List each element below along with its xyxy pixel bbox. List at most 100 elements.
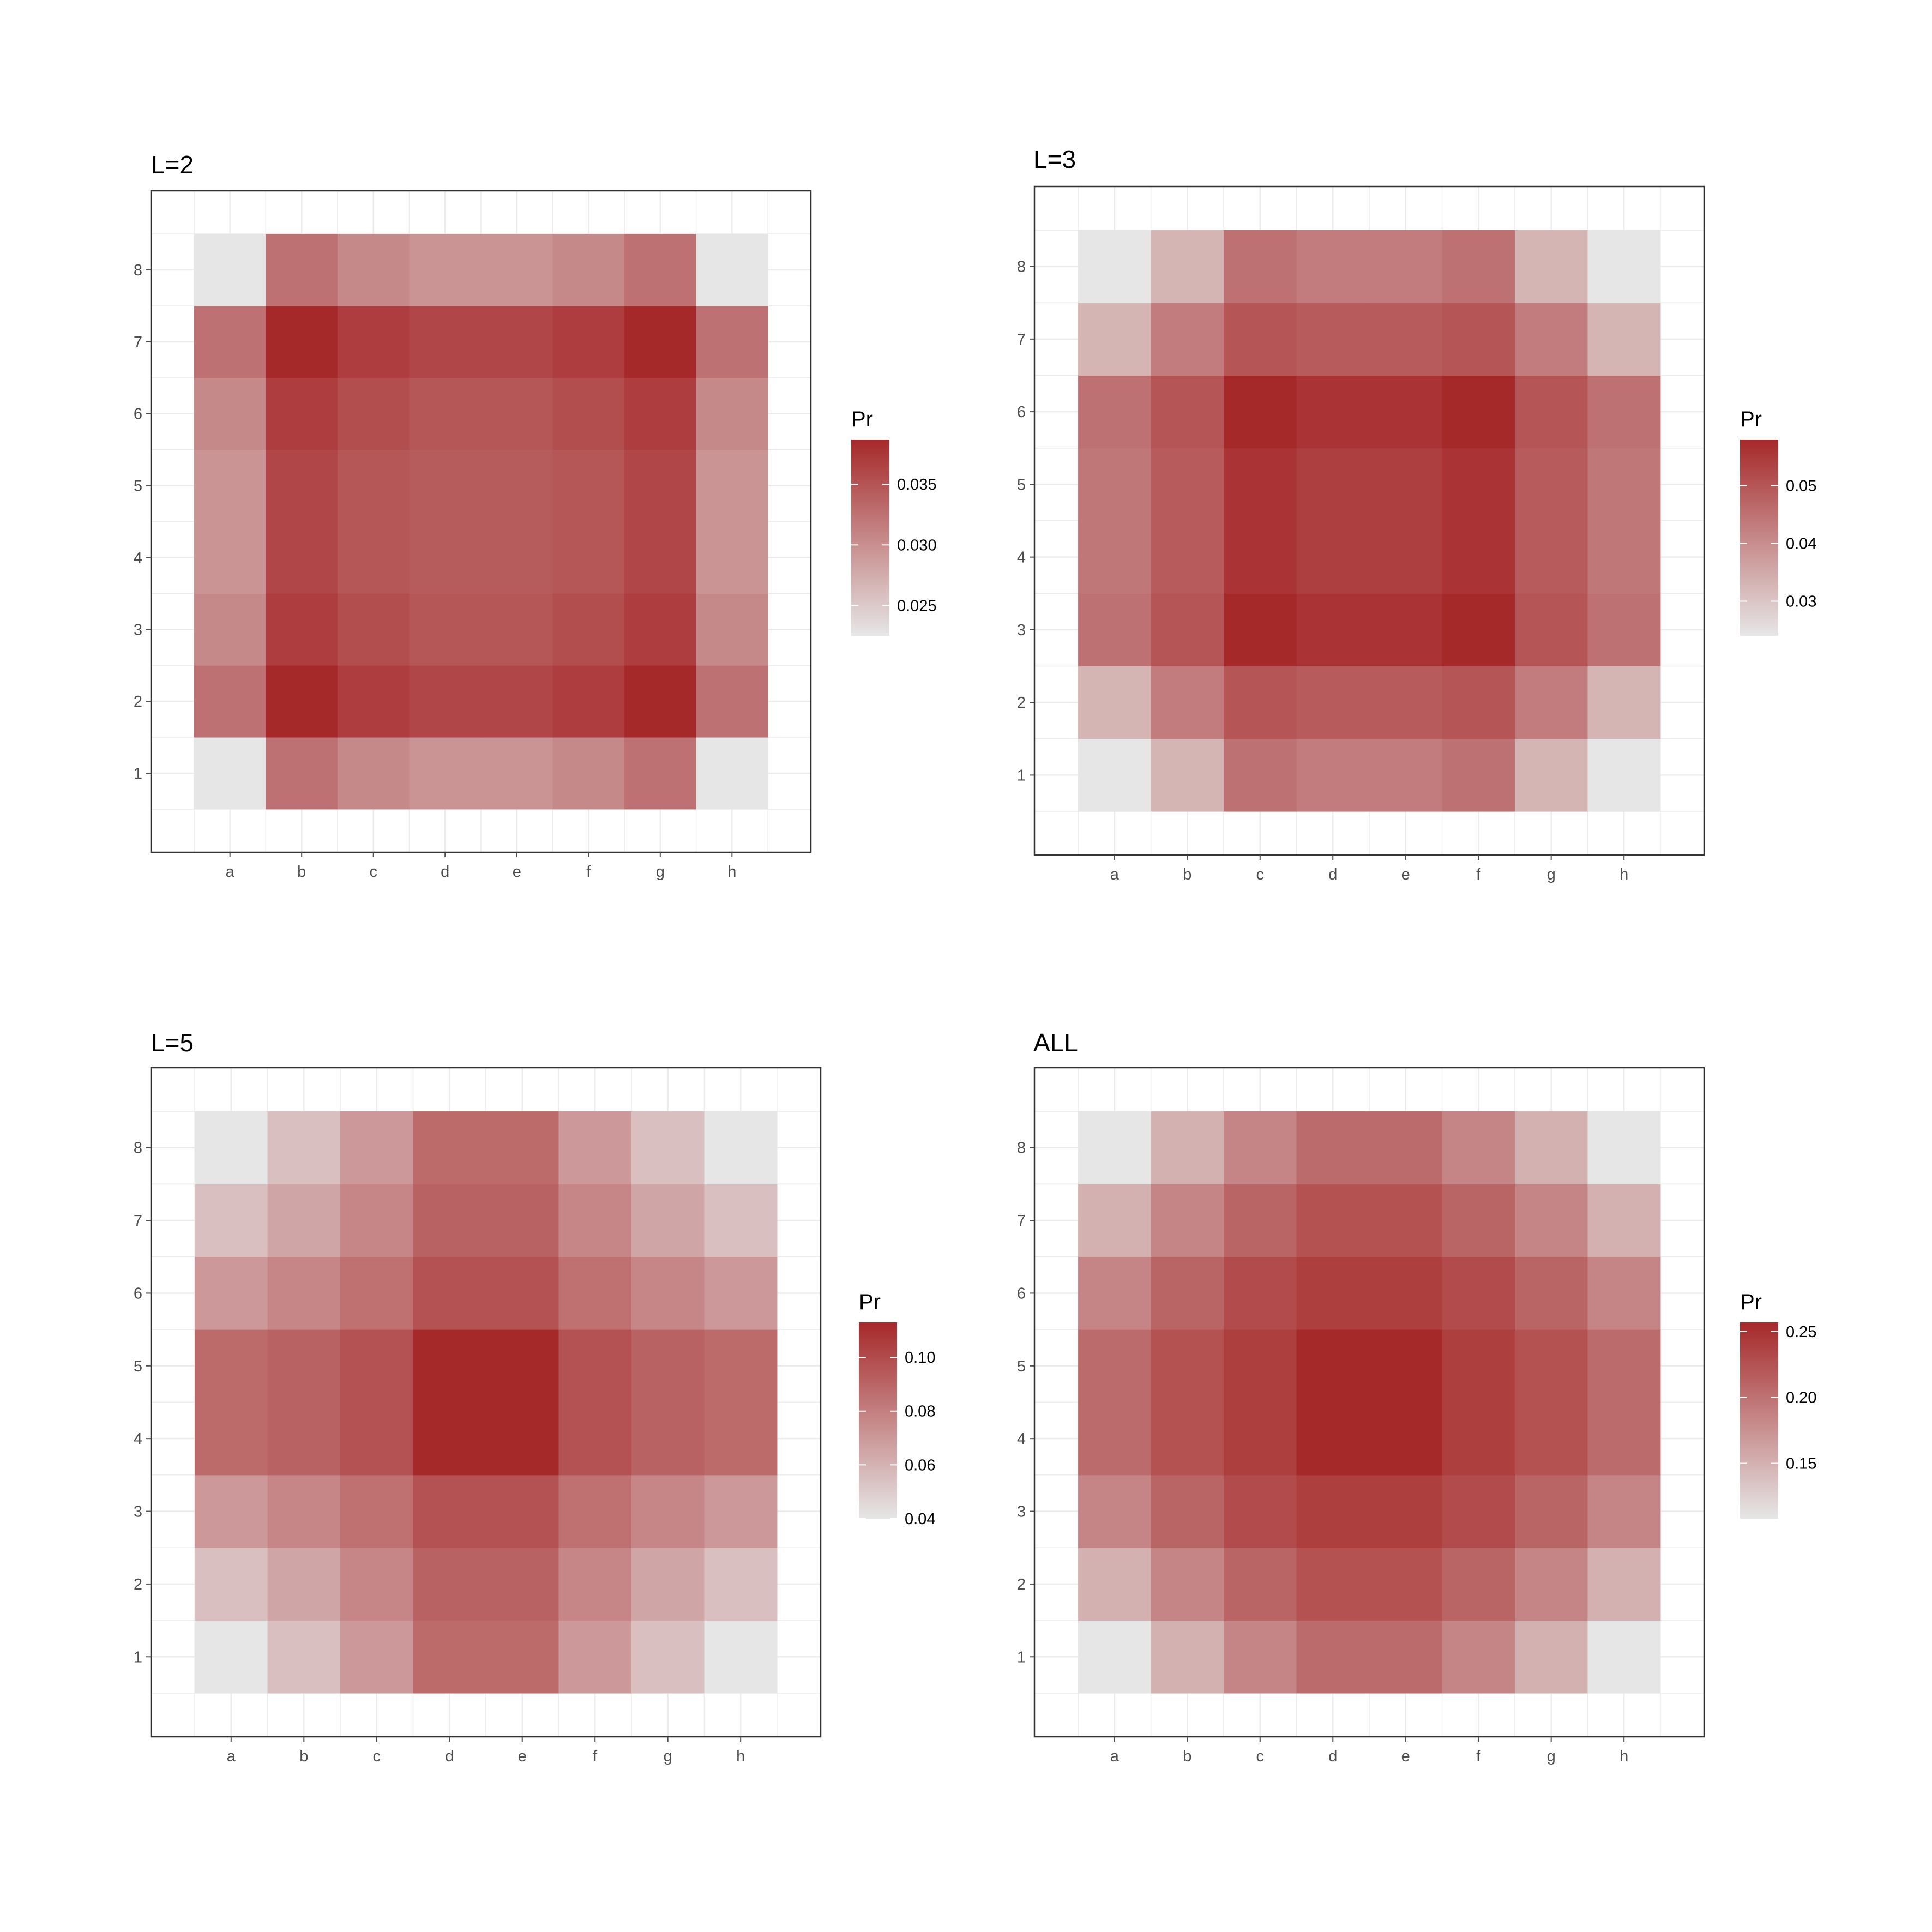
x-tick-label: a [1110,1748,1120,1765]
heatmap-tile-h1 [704,1620,778,1694]
heatmap-tile-a4 [194,521,266,594]
legend-title: Pr [851,407,873,431]
heatmap-tiles [194,234,768,810]
heatmap-tile-a5 [1078,1329,1152,1403]
heatmap-tile-a1 [195,1620,268,1694]
heatmap-tile-c6 [337,377,410,450]
heatmap-tile-c2 [1224,666,1297,739]
heatmap-tile-c2 [340,1548,414,1621]
heatmap-tile-e7 [481,305,553,378]
heatmap-tile-c1 [1224,738,1297,812]
x-tick-label: e [518,1748,527,1765]
heatmap-tile-f6 [1442,1256,1515,1330]
heatmap-tile-h4 [1587,1402,1661,1476]
heatmap-tile-d3 [409,593,482,666]
legend-break-label: 0.05 [1786,478,1816,495]
heatmap-tile-d3 [1296,593,1370,667]
heatmap-tile-e3 [486,1474,559,1548]
x-tick-label: e [1401,866,1410,883]
heatmap-tile-h5 [696,449,768,522]
x-tick-label: d [441,863,449,881]
heatmap-tile-a6 [1078,1256,1152,1330]
heatmap-tile-d2 [1296,666,1370,739]
x-tick-label: b [297,863,306,881]
heatmap-tile-h7 [1587,1184,1661,1257]
heatmap-tile-c3 [337,593,410,666]
y-tick-label: 6 [134,406,142,423]
x-tick-label: e [1401,1748,1410,1765]
heatmap-tile-e3 [481,593,553,666]
heatmap-tile-b7 [1151,303,1224,376]
heatmap-tile-b7 [266,305,338,378]
heatmap-tile-g7 [631,1184,705,1257]
heatmap-tile-d5 [413,1329,486,1403]
panel-border [1033,185,1705,856]
y-tick-label: 4 [134,1430,142,1448]
panel-title: ALL [1033,1028,1078,1057]
heatmap-tile-f1 [558,1620,632,1694]
heatmap-tile-c4 [1224,521,1297,594]
heatmap-tile-a6 [195,1256,268,1330]
heatmap-tile-h4 [704,1402,778,1476]
y-tick-label: 3 [134,621,142,639]
heatmap-tile-g2 [1514,666,1588,739]
x-tick-label: c [1256,866,1265,883]
heatmap-tile-b8 [1151,1111,1224,1184]
heatmap-tile-b7 [1151,1184,1224,1257]
heatmap-tile-h2 [704,1548,778,1621]
heatmap-tile-c6 [1224,375,1297,449]
heatmap-tile-b1 [267,1620,341,1694]
heatmap-tile-a4 [1078,521,1152,594]
y-tick-label: 8 [134,1140,142,1157]
heatmap-tile-e5 [481,449,553,522]
heatmap-tile-e2 [1369,666,1442,739]
heatmap-tile-c7 [1224,1184,1297,1257]
heatmap-tile-a5 [194,449,266,522]
heatmap-tile-c7 [337,305,410,378]
heatmap-tile-h4 [696,521,768,594]
heatmap-tile-d3 [413,1474,486,1548]
heatmap-tile-g4 [1514,521,1588,594]
heatmap-tile-d1 [1296,738,1370,812]
heatmap-tile-b4 [267,1402,341,1476]
heatmap-tile-f5 [1442,1329,1515,1403]
heatmap-tile-e1 [486,1620,559,1694]
heatmap-tile-b5 [267,1329,341,1403]
heatmap-tile-a6 [1078,375,1152,449]
heatmap-tile-h5 [704,1329,778,1403]
y-tick-label: 5 [134,1358,142,1375]
x-tick-label: f [586,863,591,881]
heatmap-tile-b1 [1151,738,1224,812]
heatmap-tile-c3 [1224,593,1297,667]
x-tick-label: d [1328,866,1337,883]
y-tick-label: 4 [134,549,142,567]
x-tick-label: g [1547,866,1556,883]
color-legend: Pr 0.04 0.06 0.08 0.10 [859,1290,935,1528]
heatmap-tile-a3 [195,1474,268,1548]
heatmap-tile-f2 [552,665,625,738]
x-tick-label: d [445,1748,454,1765]
heatmap-tile-c7 [1224,303,1297,376]
heatmap-tile-f5 [1442,448,1515,521]
heatmap-tile-f8 [1442,230,1515,303]
heatmap-tile-a4 [195,1402,268,1476]
heatmap-tile-f4 [1442,1402,1515,1476]
heatmap-tile-c8 [1224,1111,1297,1184]
color-legend: Pr 0.03 0.04 0.05 [1740,407,1816,636]
heatmap-tile-h5 [1587,448,1661,521]
heatmap-tile-f2 [1442,1548,1515,1621]
heatmap-tile-g3 [1514,593,1588,667]
heatmap-tile-d4 [413,1402,486,1476]
x-tick-label: h [727,863,736,881]
heatmap-tile-b6 [1151,375,1224,449]
heatmap-tile-a5 [1078,448,1152,521]
color-legend: Pr 0.15 0.20 0.25 [1740,1290,1816,1519]
heatmap-tile-d8 [1296,1111,1370,1184]
legend-break-label: 0.06 [905,1456,935,1474]
heatmap-tile-c4 [337,521,410,594]
heatmap-tile-a2 [1078,1548,1152,1621]
y-tick-label: 2 [1017,1576,1026,1593]
heatmap-tile-d6 [1296,1256,1370,1330]
heatmap-tile-e7 [1369,1184,1442,1257]
